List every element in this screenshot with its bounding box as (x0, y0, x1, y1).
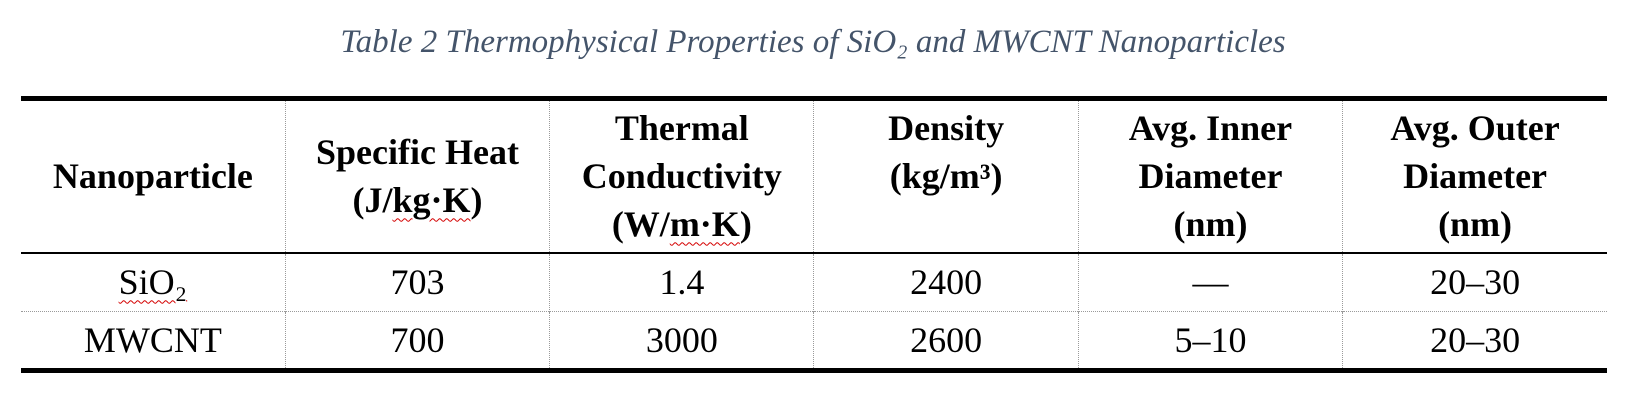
header-thermal-conductivity-line1: Thermal (614, 108, 749, 149)
cell-nanoparticle: SiO₂ (21, 252, 286, 312)
header-thermal-conductivity-unit-open: (W/ (611, 204, 670, 245)
cell-nanoparticle-text: SiO₂ (118, 262, 188, 303)
table-header: Nanoparticle Specific Heat (J/kg·K) Ther… (21, 98, 1607, 254)
cell-specific-heat: 703 (284, 252, 551, 312)
cell-inner-diameter: 5–10 (1077, 311, 1344, 371)
header-specific-heat-unit-open: (J/ (352, 180, 393, 221)
cell-outer-diameter: 20–30 (1342, 311, 1607, 371)
table-row: SiO₂ 703 1.4 2400 — 20–30 (21, 252, 1607, 312)
header-thermal-conductivity-line3: (W/m·K) (556, 200, 807, 248)
cell-thermal-conductivity: 1.4 (549, 252, 815, 312)
header-specific-heat-unit-close: ) (470, 180, 483, 221)
header-density: Density (kg/m³) (813, 98, 1079, 254)
header-specific-heat-unit-flagged: kg·K (392, 180, 471, 221)
cell-inner-diameter: — (1077, 252, 1344, 312)
header-outer-diameter-line2: Diameter (1403, 156, 1548, 197)
table-caption: Table 2 Thermophysical Properties of SiO… (340, 24, 1286, 60)
properties-table: Nanoparticle Specific Heat (J/kg·K) Ther… (21, 96, 1607, 373)
header-thermal-conductivity: Thermal Conductivity (W/m·K) (549, 98, 815, 254)
header-specific-heat-line2: (J/kg·K) (292, 176, 543, 224)
header-thermal-conductivity-line2: Conductivity (581, 156, 782, 197)
header-outer-diameter-line1: Avg. Outer (1390, 108, 1560, 149)
header-specific-heat-line1: Specific Heat (316, 132, 519, 173)
table-body: SiO₂ 703 1.4 2400 — 20–30 MWCNT 700 3000… (21, 252, 1607, 371)
header-inner-diameter-line1: Avg. Inner (1128, 108, 1293, 149)
cell-specific-heat: 700 (284, 311, 551, 371)
header-thermal-conductivity-unit-flagged: m·K (669, 204, 740, 245)
header-density-line2: (kg/m³) (889, 156, 1003, 197)
header-inner-diameter-line3: (nm) (1173, 204, 1248, 245)
header-outer-diameter-line3: (nm) (1438, 204, 1513, 245)
header-outer-diameter: Avg. Outer Diameter (nm) (1342, 98, 1607, 254)
table-row: MWCNT 700 3000 2600 5–10 20–30 (21, 311, 1607, 371)
cell-nanoparticle: MWCNT (21, 311, 286, 371)
header-inner-diameter: Avg. Inner Diameter (nm) (1077, 98, 1344, 254)
cell-outer-diameter: 20–30 (1342, 252, 1607, 312)
cell-density: 2600 (813, 311, 1079, 371)
header-nanoparticle-label: Nanoparticle (52, 156, 253, 197)
header-thermal-conductivity-unit-close: ) (739, 204, 752, 245)
cell-density: 2400 (813, 252, 1079, 312)
header-specific-heat: Specific Heat (J/kg·K) (284, 98, 551, 254)
cell-thermal-conductivity: 3000 (549, 311, 815, 371)
header-density-spacer (820, 200, 1071, 248)
header-density-line1: Density (888, 108, 1005, 149)
header-row: Nanoparticle Specific Heat (J/kg·K) Ther… (21, 98, 1607, 254)
header-nanoparticle: Nanoparticle (21, 98, 286, 254)
header-inner-diameter-line2: Diameter (1138, 156, 1283, 197)
